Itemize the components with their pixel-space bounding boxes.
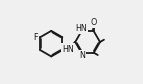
Text: HN: HN bbox=[62, 45, 74, 54]
Text: HN: HN bbox=[75, 24, 87, 33]
Text: N: N bbox=[79, 51, 85, 60]
Text: F: F bbox=[33, 33, 38, 42]
Text: O: O bbox=[91, 18, 97, 27]
